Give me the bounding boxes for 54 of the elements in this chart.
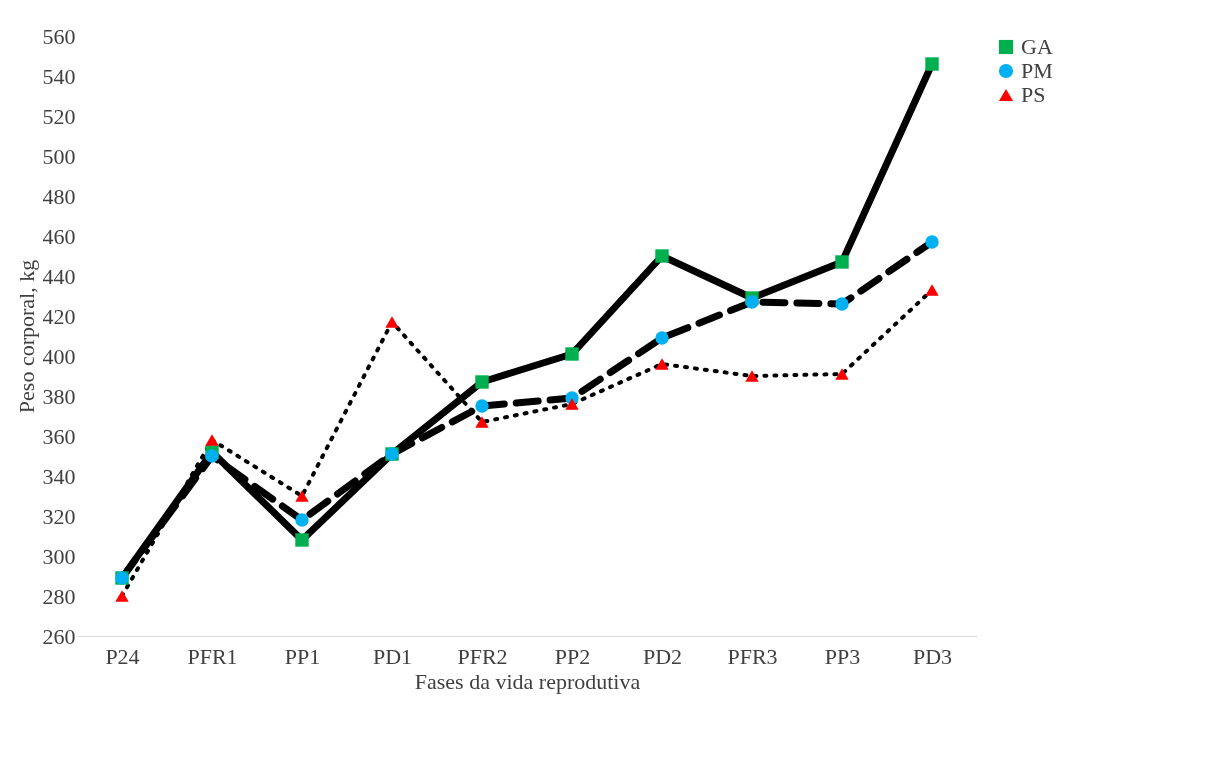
x-tick-label: PD3: [912, 643, 953, 669]
x-tick-label: PFR1: [187, 643, 238, 669]
point: [385, 316, 399, 328]
x-tick-label: PFR2: [457, 643, 508, 669]
x-tick-label: PD1: [372, 643, 413, 669]
y-tick-label: 440: [42, 263, 76, 289]
y-tick-label: 300: [42, 543, 76, 569]
point: [925, 284, 939, 296]
y-tick-label: 480: [42, 183, 76, 209]
x-tick-label: PP1: [284, 643, 321, 669]
point: [475, 399, 489, 413]
x-tick-label: PP2: [554, 643, 591, 669]
legend-label: PS: [1021, 82, 1046, 107]
point: [745, 370, 759, 382]
point: [835, 297, 849, 311]
x-tick-label: PFR3: [727, 643, 778, 669]
y-tick-label: 280: [42, 583, 76, 609]
y-tick-label: 560: [42, 23, 76, 49]
point: [115, 590, 129, 602]
y-tick-label: 260: [42, 623, 76, 649]
y-tick-label: 340: [42, 463, 76, 489]
point: [205, 449, 219, 463]
y-tick-label: 540: [42, 63, 76, 89]
y-tick-label: 460: [42, 223, 76, 249]
y-tick-label: 520: [42, 103, 76, 129]
point: [295, 490, 309, 502]
point: [925, 57, 939, 71]
point: [835, 255, 849, 269]
point: [565, 347, 579, 361]
point: [655, 331, 669, 345]
y-tick-label: 400: [42, 343, 76, 369]
point: [475, 375, 489, 389]
y-tick-label: 420: [42, 303, 76, 329]
point: [835, 368, 849, 380]
y-tick-label: 360: [42, 423, 76, 449]
point: [745, 295, 759, 309]
y-tick-label: 320: [42, 503, 76, 529]
y-tick-label: 380: [42, 383, 76, 409]
x-tick-label: PP3: [824, 643, 861, 669]
point: [655, 358, 669, 370]
point: [655, 249, 669, 263]
x-tick-label: P24: [105, 643, 140, 669]
point: [295, 533, 309, 547]
legend-label: PM: [1021, 58, 1053, 83]
point: [205, 434, 219, 446]
point: [925, 235, 939, 249]
x-tick-label: PD2: [642, 643, 683, 669]
x-axis-title: Fases da vida reprodutiva: [414, 668, 641, 694]
legend-label: GA: [1021, 34, 1053, 59]
point: [475, 416, 489, 428]
point: [295, 513, 309, 527]
y-axis-title: Peso corporal, kg: [13, 259, 39, 414]
y-tick-label: 500: [42, 143, 76, 169]
point: [565, 398, 579, 410]
